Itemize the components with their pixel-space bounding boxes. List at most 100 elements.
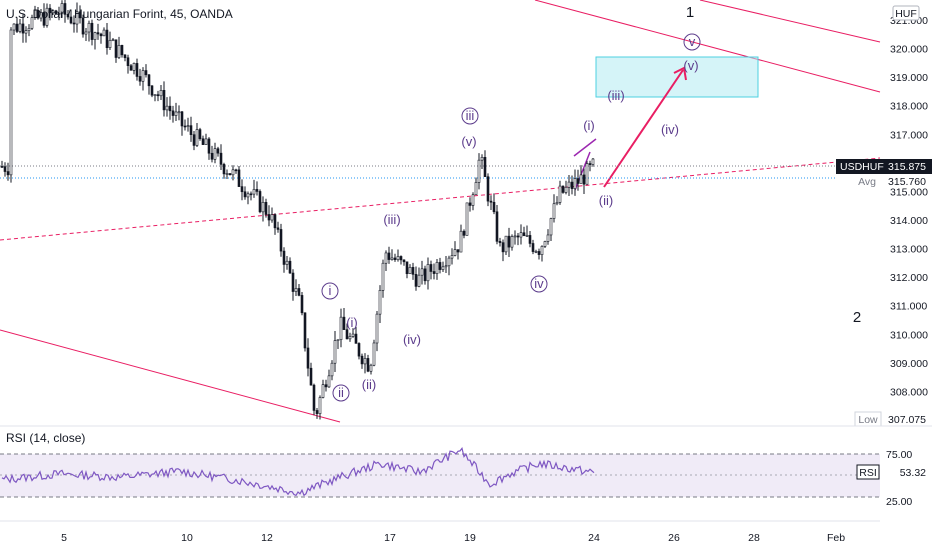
candle-body [69, 16, 73, 24]
candle-body [423, 268, 427, 282]
candle-body [540, 246, 544, 255]
candle-body [288, 260, 292, 274]
candle-body [6, 171, 10, 176]
currency-tag: HUF [892, 5, 920, 21]
candle-body [39, 12, 43, 19]
candle-body [300, 295, 304, 314]
avg-price-tag: Avg 315.760 [856, 175, 932, 188]
price-tick-label: 312.000 [890, 272, 928, 284]
candle-body [27, 27, 31, 31]
candle-body [123, 54, 127, 59]
wave-label: v [689, 34, 696, 49]
time-axis[interactable]: 5 10 12 17 19 24 26 28 Feb [61, 532, 845, 544]
time-tick-label: 17 [384, 532, 396, 544]
rsi-value-tag: RSI 53.32 [856, 464, 932, 480]
candle-body [486, 176, 490, 202]
candle-body [570, 181, 574, 189]
price-tick-label: 318.000 [890, 101, 928, 113]
candle-body [411, 267, 415, 275]
candle-body [528, 235, 532, 244]
candle-body [378, 290, 382, 315]
low-price-tag: Low 307.075 [854, 411, 932, 427]
candle-body [243, 191, 247, 198]
candle-body [51, 10, 55, 14]
candle-body [417, 274, 421, 287]
candle-body [453, 249, 457, 256]
candle-body [105, 29, 109, 48]
rsi-tick-25: 25.00 [886, 496, 912, 508]
candle-body [504, 235, 508, 253]
candle-body [477, 159, 481, 183]
wave-labels: i (i) ii (ii) (iii) (iv) (v) iii iv (i) … [321, 4, 861, 402]
candle-body [564, 186, 568, 193]
candle-body [294, 288, 298, 292]
candle-body [342, 316, 346, 330]
candle-body [444, 265, 448, 268]
candle-body [303, 312, 307, 349]
candle-body [426, 264, 430, 282]
candle-body [555, 202, 559, 205]
candle-body [513, 235, 517, 238]
candle-body [285, 260, 289, 265]
time-tick-label: 10 [181, 532, 193, 544]
candle-body [159, 90, 163, 97]
candle-body [24, 30, 28, 34]
candle-body [222, 164, 226, 175]
candle-body [516, 235, 520, 238]
candle-body [552, 203, 556, 219]
candle-body [150, 85, 154, 96]
candle-body [234, 169, 238, 172]
candle-body [168, 105, 172, 112]
candle-body [237, 169, 241, 187]
candle-body [156, 94, 160, 97]
candle-body [57, 13, 61, 15]
candle-body [531, 243, 535, 252]
candle-body [93, 32, 97, 40]
candle-body [174, 111, 178, 116]
candle-body [264, 202, 268, 215]
candle-body [372, 342, 376, 366]
wave-label: i [329, 283, 332, 298]
wave-label: (v) [683, 58, 698, 73]
candle-body [258, 191, 262, 213]
candle-body [297, 288, 301, 296]
candle-body [465, 202, 469, 236]
candle-body [585, 163, 589, 185]
candle-body [87, 22, 91, 33]
svg-text:RSI: RSI [859, 467, 877, 479]
price-tick-label: 315.000 [890, 186, 928, 198]
candle-body [390, 257, 394, 260]
candle-body [519, 232, 523, 238]
candle-body [72, 22, 76, 25]
wave-label: (ii) [599, 193, 613, 208]
candle-body [489, 200, 493, 203]
candle-body [291, 272, 295, 292]
svg-text:53.32: 53.32 [900, 467, 926, 479]
candle-body [18, 23, 22, 32]
candle-body [3, 166, 7, 172]
candle-body [282, 250, 286, 265]
svg-text:HUF: HUF [895, 8, 917, 20]
candle-body [327, 375, 331, 388]
candle-body [219, 152, 223, 165]
candle-body [120, 45, 124, 56]
candle-body [507, 235, 511, 248]
projection-arrow [603, 66, 687, 188]
candle-body [198, 129, 202, 140]
candle-body [591, 158, 595, 165]
candle-body [225, 173, 229, 175]
time-tick-label: 26 [668, 532, 680, 544]
candle-body [363, 358, 367, 365]
candle-body [75, 11, 79, 25]
candle-body [84, 31, 88, 35]
candle-body [192, 134, 196, 146]
candle-body [339, 316, 343, 340]
price-tick-label: 319.000 [890, 72, 928, 84]
price-tick-label: 310.000 [890, 329, 928, 341]
wave-label: (iv) [403, 332, 421, 347]
candle-body [510, 236, 514, 248]
candle-body [153, 94, 157, 96]
rsi-pane[interactable]: RSI (14, close) 75.00 25.00 RSI 53.32 [0, 431, 932, 508]
price-axis[interactable]: 321.000320.000319.000318.000317.000316.0… [890, 15, 928, 427]
